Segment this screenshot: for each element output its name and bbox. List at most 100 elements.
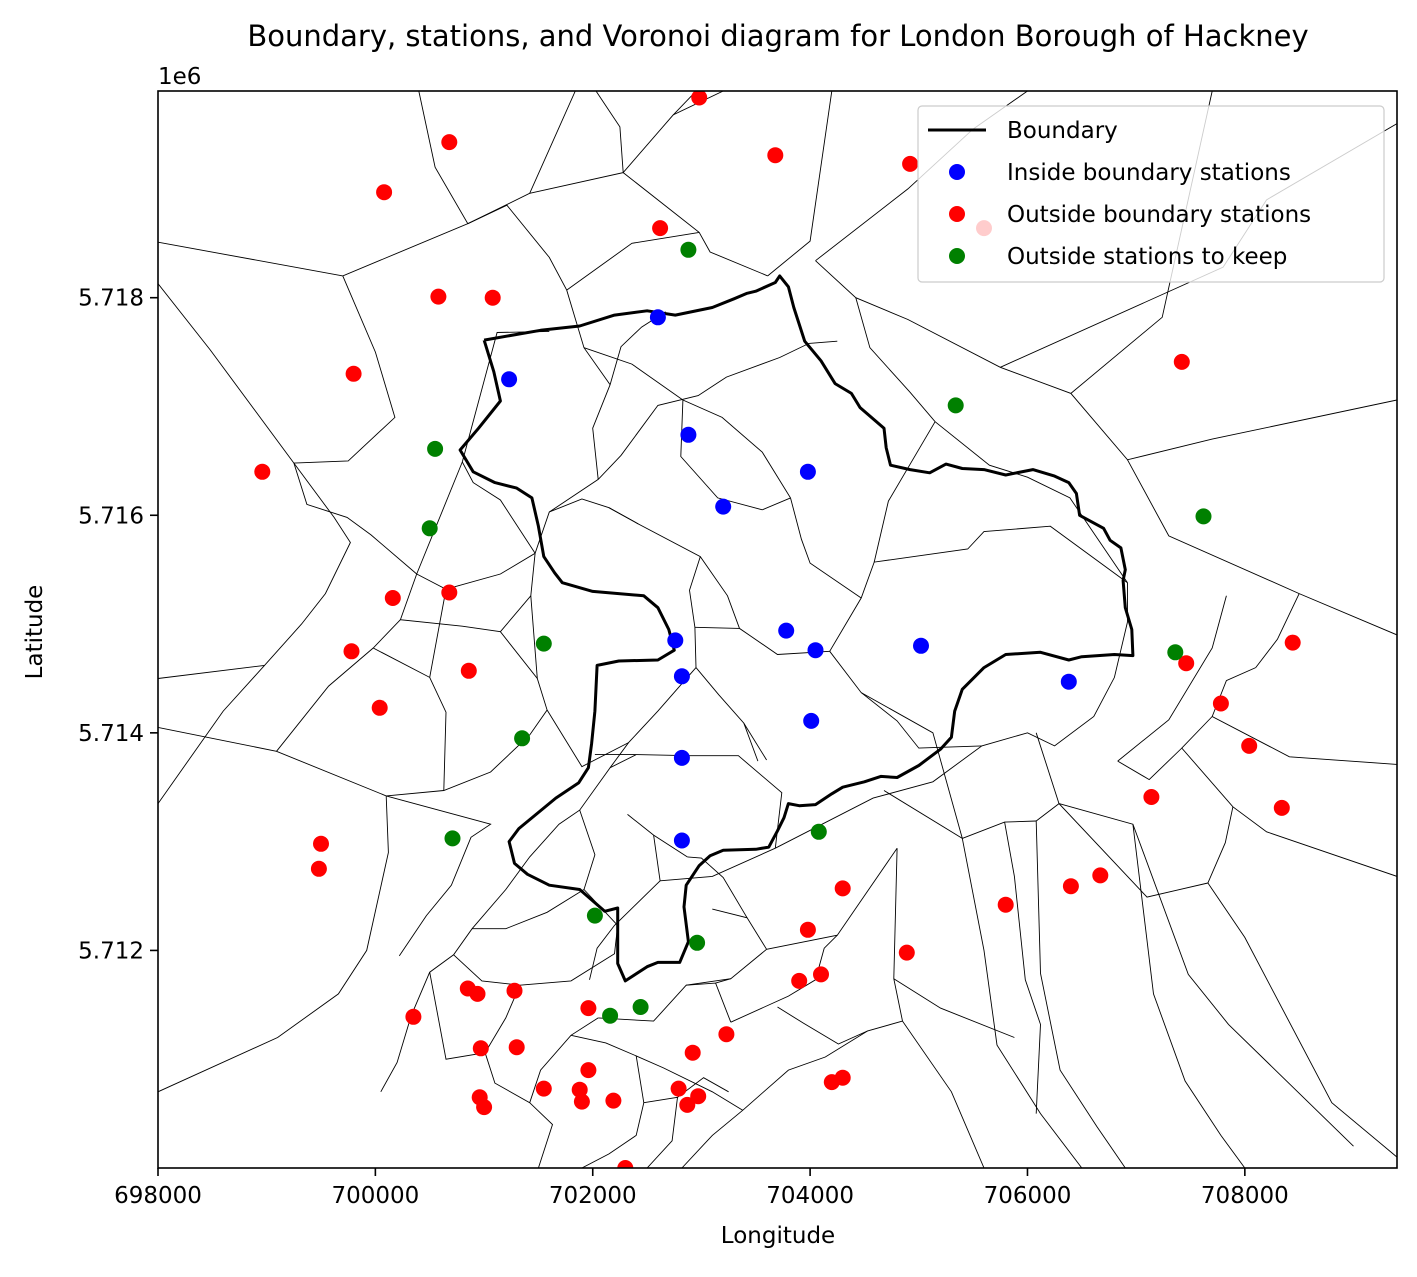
outside-station-point: [580, 1062, 597, 1079]
voronoi-edge: [276, 619, 401, 752]
outside-station-point: [484, 289, 501, 306]
voronoi-edge: [461, 330, 550, 554]
voronoi-edge: [1004, 822, 1041, 1114]
keep-station-point: [1167, 644, 1184, 661]
outside-station-point: [1212, 695, 1229, 712]
x-axis-ticks: 698000 700000 702000 704000 706000 708000: [114, 1168, 1289, 1209]
inside-station-point: [807, 642, 824, 659]
inside-station-point: [501, 371, 518, 388]
inside-station-point: [715, 498, 732, 515]
keep-station-point: [427, 440, 444, 457]
outside-station-point: [441, 134, 458, 151]
plot-area: [158, 91, 1397, 1168]
keep-station-point: [444, 830, 461, 847]
outside-station-point: [1273, 799, 1290, 816]
inside-station-point: [673, 749, 690, 766]
outside-station-point: [791, 972, 808, 989]
outside-station-point: [799, 921, 816, 938]
outside-station-point: [571, 1081, 588, 1098]
outside-station-point: [767, 147, 784, 164]
inside-station-point: [673, 668, 690, 685]
outside-station-point: [472, 1040, 489, 1057]
voronoi-edge: [530, 595, 538, 679]
outside-station-point: [1178, 655, 1195, 672]
outside-station-point: [691, 91, 708, 106]
voronoi-edge: [158, 726, 389, 1093]
outside-station-point: [605, 1092, 622, 1109]
keep-station-point: [1195, 508, 1212, 525]
voronoi-edge: [660, 582, 1128, 882]
voronoi-edge: [549, 340, 838, 513]
y-offset-label: 1e6: [158, 64, 201, 90]
legend-label-inside: Inside boundary stations: [1007, 160, 1291, 186]
voronoi-edge: [1117, 595, 1227, 762]
plot-frame: [157, 90, 1398, 1169]
voronoi-edge: [1117, 747, 1397, 877]
inside-station-point: [649, 309, 666, 326]
outside-station-point: [460, 662, 477, 679]
outside-station-point: [1241, 737, 1258, 754]
outside-station-point: [476, 1099, 493, 1116]
voronoi-edge: [646, 1097, 678, 1168]
voronoi-edge: [380, 754, 637, 1093]
boundary-line: [458, 274, 1135, 983]
outside-station-point: [405, 1008, 422, 1025]
voronoi-edge: [743, 722, 767, 761]
voronoi-edge: [583, 347, 862, 599]
legend-box: [917, 105, 1385, 283]
keep-station-point: [586, 907, 603, 924]
voronoi-edge: [622, 172, 768, 277]
outside-station-point: [313, 835, 329, 852]
legend-inside-swatch: [949, 164, 965, 180]
voronoi-edge: [467, 204, 611, 385]
outside-station-point: [997, 896, 1014, 913]
outside-station-point: [345, 365, 362, 382]
voronoi-edge: [893, 978, 1015, 1038]
x-tick-label: 700000: [331, 1183, 419, 1209]
legend-outside-swatch: [949, 206, 965, 222]
station-points: [254, 91, 1301, 1168]
outside-station-point: [1143, 789, 1160, 805]
outside-station-point: [376, 184, 393, 201]
voronoi-edge: [687, 856, 748, 919]
inside-station-point: [799, 463, 816, 480]
voronoi-edge: [529, 1017, 599, 1103]
inside-station-point: [1060, 673, 1077, 690]
voronoi-edge: [609, 667, 697, 768]
outside-station-point: [371, 699, 388, 716]
voronoi-edge: [860, 692, 963, 839]
inside-station-point: [803, 712, 820, 729]
voronoi-edge: [767, 91, 833, 277]
voronoi-edge: [883, 790, 963, 839]
x-tick-label: 708000: [1201, 1183, 1289, 1209]
y-tick-label: 5.712: [78, 938, 144, 964]
voronoi-edge: [581, 1055, 645, 1168]
voronoi-edge: [829, 525, 1128, 652]
voronoi-edge: [855, 297, 1128, 583]
x-tick-label: 704000: [766, 1183, 854, 1209]
outside-station-point: [1284, 634, 1301, 651]
voronoi-edge: [1127, 459, 1397, 636]
x-tick-label: 698000: [114, 1183, 202, 1209]
y-tick-label: 5.714: [78, 721, 144, 747]
legend-label-outside: Outside boundary stations: [1007, 202, 1311, 228]
legend: Boundary Inside boundary stations Outsid…: [917, 105, 1385, 283]
voronoi-edge: [158, 283, 351, 804]
voronoi-edge: [386, 795, 492, 957]
voronoi-edge: [1132, 824, 1246, 1168]
voronoi-edge: [1035, 732, 1209, 898]
keep-station-point: [689, 934, 706, 951]
voronoi-edge: [680, 399, 763, 511]
keep-station-point: [514, 730, 531, 747]
voronoi-edge: [694, 626, 740, 629]
outside-station-point: [679, 1096, 696, 1113]
outside-station-point: [343, 643, 360, 660]
outside-station-point: [508, 1039, 525, 1056]
voronoi-edge: [293, 462, 417, 575]
outside-station-point: [652, 220, 669, 237]
outside-station-point: [617, 1160, 634, 1168]
voronoi-edge: [158, 664, 265, 679]
x-tick-label: 706000: [984, 1183, 1072, 1209]
outside-station-point: [310, 860, 327, 877]
voronoi-edge: [386, 573, 548, 797]
